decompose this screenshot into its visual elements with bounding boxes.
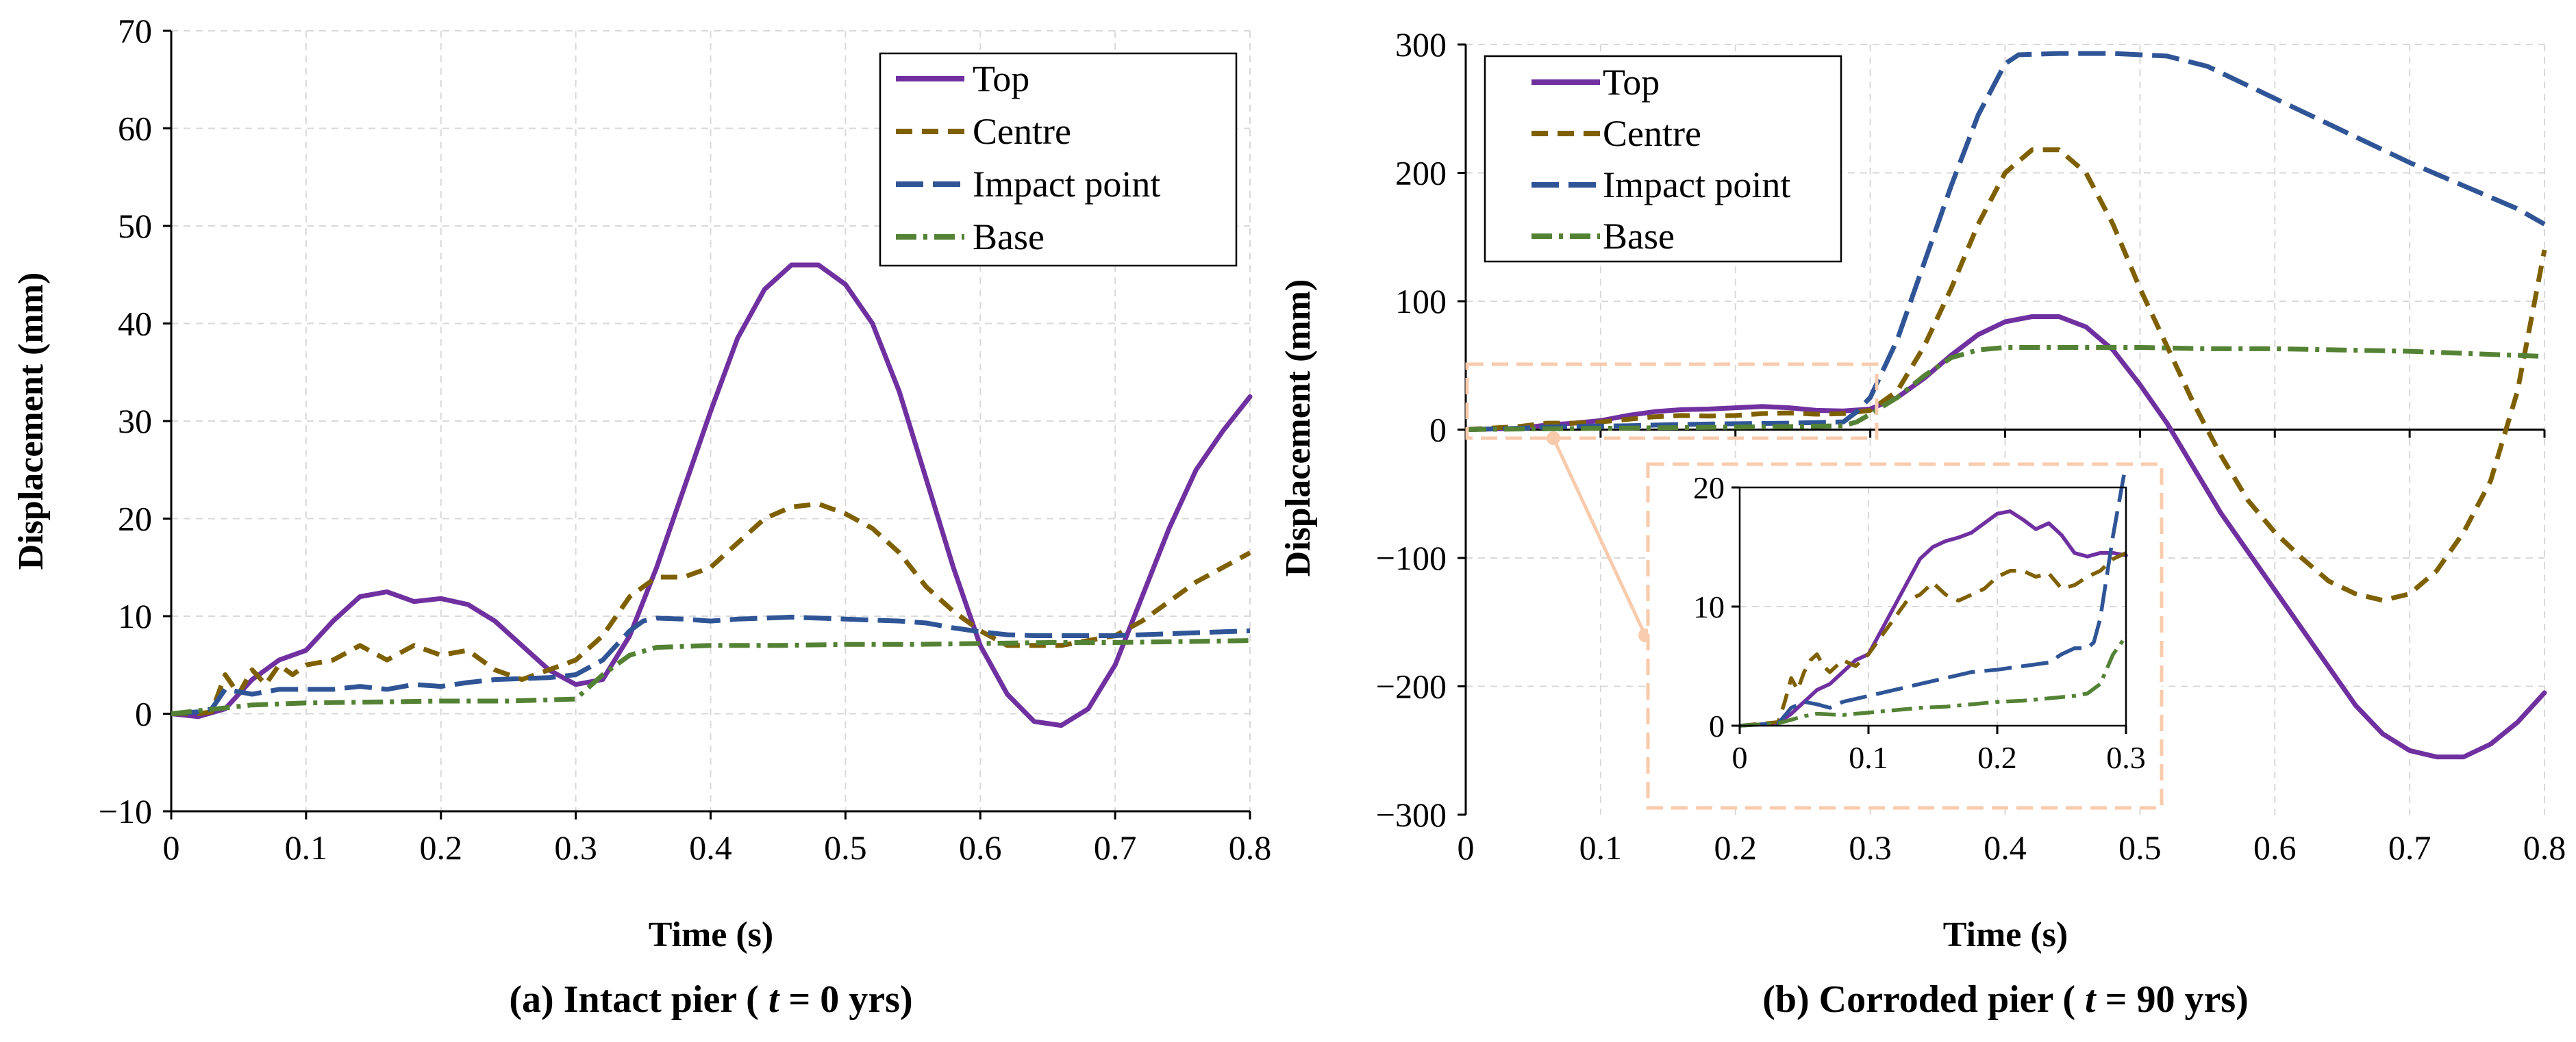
panel-b-legend: Top Centre Impact point Base <box>1484 55 1842 263</box>
panel-b-inset-series-impact-point <box>1740 474 2127 728</box>
panel-a-y-tick-label: 60 <box>118 110 152 148</box>
panel-b-legend-top-label: Top <box>1603 62 1660 103</box>
panel-a-y-tick-label: 30 <box>118 402 152 440</box>
panel-a-y-tick-label: 40 <box>118 305 152 343</box>
panel-b-legend-impact-label: Impact point <box>1603 164 1790 205</box>
panel-a-x-tick-label: 0.5 <box>824 828 867 867</box>
panel-a-y-tick-label: −10 <box>99 792 152 830</box>
panel-b-inset-y-tick-label: 0 <box>1709 709 1725 744</box>
panel-a-x-tick-label: 0.6 <box>959 828 1002 867</box>
panel-b-inset-x-tick-label: 0.1 <box>1849 740 1888 775</box>
panel-a-series <box>171 262 1253 728</box>
panel-b-caption-prefix: (b) Corroded pier ( <box>1762 978 2085 1021</box>
panel-b-legend-box <box>1484 55 1842 263</box>
panel-b-series-centre <box>1466 147 2547 603</box>
panel-b-y-tick-label: 200 <box>1395 154 1447 192</box>
panel-b-y-tick-label: −100 <box>1376 539 1447 577</box>
panel-a-x-label: Time (s) <box>649 915 773 954</box>
panel-b-inset-ticks: 0 0.1 0.2 0.3 0 10 20 <box>1693 470 2146 775</box>
panel-a-legend-box <box>879 52 1238 267</box>
panel-b-inset-series-centre <box>1740 551 2127 728</box>
panel-b-series <box>1466 51 2547 760</box>
panel-b-x-tick-label: 0.4 <box>1984 828 2027 867</box>
panel-b-series-impact-point <box>1466 51 2546 432</box>
panel-a-caption: (a) Intact pier ( t = 0 yrs) <box>509 978 912 1021</box>
panel-b-y-tick-label: −200 <box>1376 668 1447 706</box>
panel-b-inset-plot-area <box>1740 487 2126 726</box>
panel-a-y-tick-label: 10 <box>118 597 152 635</box>
panel-a-y-tick-label: 70 <box>118 12 152 50</box>
panel-b-legend-centre-label: Centre <box>1603 113 1701 154</box>
panel-b-y-tick-label: 100 <box>1395 282 1447 320</box>
panel-a-legend-top-label: Top <box>973 58 1029 99</box>
panel-b-x-tick-label: 0.3 <box>1849 828 1892 867</box>
panel-b-x-tick-label: 0.6 <box>2253 828 2297 867</box>
panel-b-caption: (b) Corroded pier ( t = 90 yrs) <box>1762 978 2249 1021</box>
panel-b-x-tick-label: 0.7 <box>2388 828 2431 867</box>
panel-a-series-impact-point <box>171 614 1251 716</box>
panel-b-x-tick-label: 0.8 <box>2523 828 2566 867</box>
panel-b-inset-y-tick-label: 10 <box>1693 589 1725 624</box>
panel-b-x-tick-label: 0.1 <box>1579 828 1623 867</box>
panel-b-y-tick-label: −300 <box>1376 796 1447 834</box>
panel-b-inset-series-base <box>1740 635 2128 728</box>
panel-a-caption-prefix: (a) Intact pier ( <box>509 978 768 1021</box>
panel-a-x-tick-label: 0.8 <box>1229 828 1272 867</box>
panel-b-caption-suffix: = 90 yrs) <box>2096 978 2249 1021</box>
panel-b-series-base <box>1466 345 2545 432</box>
panel-a: 0 0.1 0.2 0.3 0.4 0.5 0.6 0.7 0.8 −10 0 10 20 30 40 50 6… <box>12 12 1271 1021</box>
panel-b-series-top <box>1466 314 2547 760</box>
panel-a-x-tick-label: 0.4 <box>689 828 732 867</box>
panel-a-caption-var: t <box>768 978 780 1021</box>
panel-b-inset-y-tick-label: 20 <box>1693 470 1725 505</box>
panel-a-legend-base-label: Base <box>973 216 1045 257</box>
panel-a-legend: Top Centre Impact point Base <box>879 52 1238 267</box>
panel-b-inset-series <box>1740 474 2128 728</box>
panel-a-x-tick-label: 0.7 <box>1094 828 1137 867</box>
panel-b-inset-x-tick-label: 0.2 <box>1977 740 2017 775</box>
panel-b-caption-var: t <box>2085 978 2097 1021</box>
panel-a-caption-suffix: = 0 yrs) <box>779 978 912 1021</box>
panel-b-x-label: Time (s) <box>1943 915 2068 954</box>
panel-a-y-label: Displacement (mm) <box>12 272 51 570</box>
panel-b-inset-x-tick-label: 0.3 <box>2106 740 2146 775</box>
panel-b-zoom-region <box>1465 362 1879 440</box>
panel-a-series-top <box>171 262 1253 728</box>
panel-b-x-tick-label: 0.2 <box>1714 828 1758 867</box>
panel-a-y-tick-label: 0 <box>135 695 152 733</box>
panel-a-y-tick-label: 50 <box>118 207 152 245</box>
panel-b: 0 0.1 0.2 0.3 0.4 0.5 0.6 0.7 0.8 −300 −200 −100 0 10… <box>1279 25 2566 1021</box>
panel-a-x-tick-label: 0 <box>163 828 180 867</box>
panel-b-y-tick-label: 300 <box>1395 25 1447 64</box>
panel-a-x-tick-label: 0.2 <box>420 828 463 867</box>
panel-b-inset-series-top <box>1740 509 2128 728</box>
panel-a-legend-impact-label: Impact point <box>973 164 1160 205</box>
panel-b-x-tick-label: 0 <box>1458 828 1475 867</box>
panel-b-legend-base-label: Base <box>1603 216 1675 257</box>
panel-b-ticks: 0 0.1 0.2 0.3 0.4 0.5 0.6 0.7 0.8 −300 −200 −100 0 10… <box>1376 25 2566 867</box>
panel-b-y-tick-label: 0 <box>1429 411 1447 449</box>
panel-a-legend-centre-label: Centre <box>973 111 1071 152</box>
panel-b-inset-x-tick-label: 0 <box>1732 740 1748 775</box>
panel-b-x-tick-label: 0.5 <box>2118 828 2162 867</box>
panel-a-y-tick-label: 20 <box>118 500 152 538</box>
panel-b-inset: 0 0.1 0.2 0.3 0 10 20 <box>1693 470 2146 775</box>
panel-b-zoom-connector <box>1551 437 1647 637</box>
panel-a-ticks: 0 0.1 0.2 0.3 0.4 0.5 0.6 0.7 0.8 −10 0 10 20 30 40 50 6… <box>99 12 1271 867</box>
panel-a-series-base <box>171 638 1251 716</box>
panel-a-x-tick-label: 0.1 <box>285 828 328 867</box>
panel-a-x-tick-label: 0.3 <box>554 828 597 867</box>
panel-b-y-label: Displacement (mm) <box>1279 279 1318 577</box>
